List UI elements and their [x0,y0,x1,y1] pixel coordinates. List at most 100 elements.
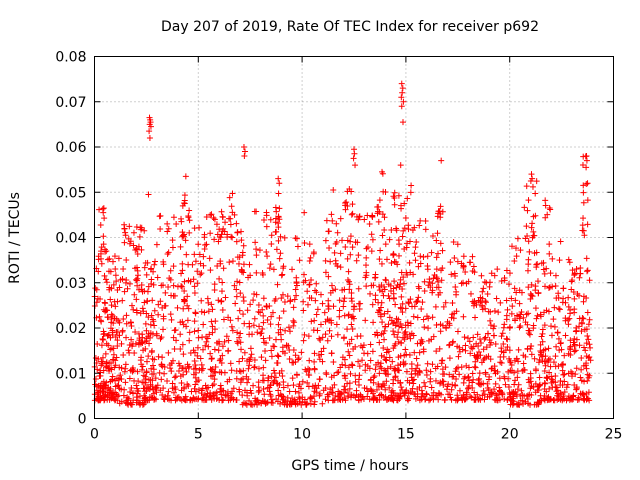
data-point [386,354,393,361]
data-point [259,270,266,277]
data-point [559,381,566,388]
data-point [100,388,107,395]
data-point [191,283,198,290]
data-point [527,343,534,350]
data-point [225,337,232,344]
data-point [478,359,485,366]
data-point [122,232,129,239]
data-point [220,316,227,323]
data-point [196,366,203,373]
data-point [539,358,546,365]
data-point [171,292,178,299]
data-point [109,258,116,265]
data-point [203,213,210,220]
data-point [129,368,136,375]
data-point [224,231,231,238]
data-point [185,364,192,371]
data-point [430,396,437,403]
data-point [278,336,285,343]
data-point [510,398,517,405]
data-point [397,281,404,288]
data-point [222,219,229,226]
data-point [123,257,130,264]
data-point [185,214,192,221]
data-point [525,310,532,317]
data-point [448,271,455,278]
data-point [389,395,396,402]
data-point [517,323,524,330]
data-point [524,207,531,214]
data-point [147,123,154,130]
data-point [342,375,349,382]
data-point [513,392,520,399]
data-point [142,320,149,327]
data-point [171,346,178,353]
y-axis: 00.010.020.030.040.050.060.070.08 [55,50,614,428]
data-point [349,325,356,332]
data-point [134,267,141,274]
data-point [95,268,102,275]
data-point [375,359,382,366]
data-point [292,388,299,395]
data-point [507,367,514,374]
data-point [340,298,347,305]
data-point [103,248,110,255]
data-point [421,278,428,285]
data-point [348,290,355,297]
data-point [538,333,545,340]
data-point [126,223,133,230]
data-point [197,260,204,267]
data-point [239,252,246,259]
data-point [104,256,111,263]
data-point [376,197,383,204]
data-point [213,389,220,396]
data-point [516,324,523,331]
data-point [253,252,260,259]
data-point [425,315,432,322]
data-point [132,329,139,336]
data-point [127,389,134,396]
data-point [435,284,442,291]
data-point [491,308,498,315]
data-point [357,300,364,307]
data-point [576,396,583,403]
data-point [215,297,222,304]
data-point [579,161,586,168]
data-point [476,375,483,382]
data-point [295,355,302,362]
data-point [526,331,533,338]
data-point [253,246,260,253]
data-point [227,360,234,367]
data-point [114,343,121,350]
data-point [577,374,584,381]
data-point [238,376,245,383]
data-point [213,395,220,402]
data-point [99,354,106,361]
data-point [116,400,123,407]
data-point [381,286,388,293]
data-point [207,212,214,219]
data-point [216,369,223,376]
data-point [571,341,578,348]
data-point [281,299,288,306]
data-point [117,276,124,283]
data-point [460,253,467,260]
data-point [428,249,435,256]
data-point [205,343,212,350]
data-point [268,353,275,360]
data-point [114,337,121,344]
data-point [292,235,299,242]
data-point [211,287,218,294]
data-point [375,306,382,313]
data-point [168,368,175,375]
data-point [238,266,245,273]
data-point [353,213,360,220]
data-point [476,395,483,402]
data-point [465,364,472,371]
data-point [146,393,153,400]
data-point [319,300,326,307]
data-point [150,318,157,325]
data-point [186,207,193,214]
data-point [167,311,174,318]
data-point [380,344,387,351]
